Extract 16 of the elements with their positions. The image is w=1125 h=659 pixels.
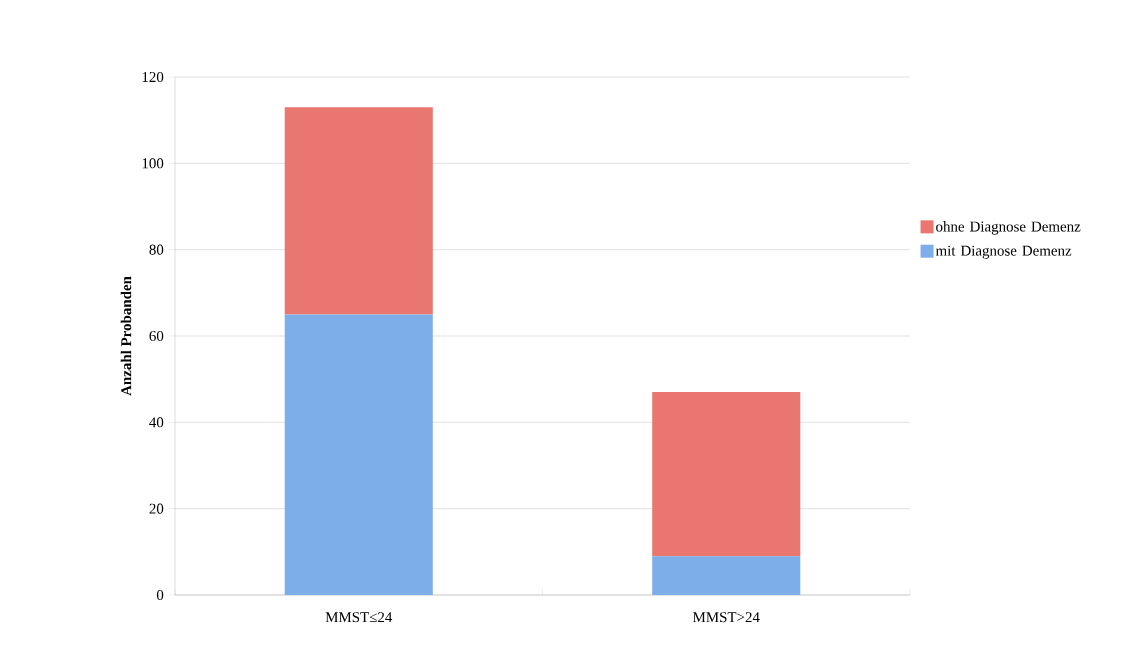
y-tick-label: 0 [156, 589, 164, 601]
y-tick-label: 60 [149, 330, 164, 342]
y-axis-title: Anzahl Probanden [120, 276, 132, 396]
y-tick-label: 20 [149, 503, 164, 514]
y-tick-label: 100 [142, 158, 164, 169]
bar [652, 556, 801, 595]
y-tick-label: 80 [149, 244, 164, 255]
legend-label: mit Diagnose Demenz [935, 245, 1072, 259]
y-tick-label: 120 [142, 71, 164, 83]
bar [284, 107, 433, 315]
bar [284, 314, 433, 595]
legend-label: ohne Diagnose Demenz [936, 221, 1081, 235]
x-tick-label: MMST>24 [693, 612, 760, 623]
x-tick-label: MMST≤24 [325, 612, 393, 623]
bar [652, 392, 801, 557]
y-tick-label: 40 [149, 417, 164, 428]
